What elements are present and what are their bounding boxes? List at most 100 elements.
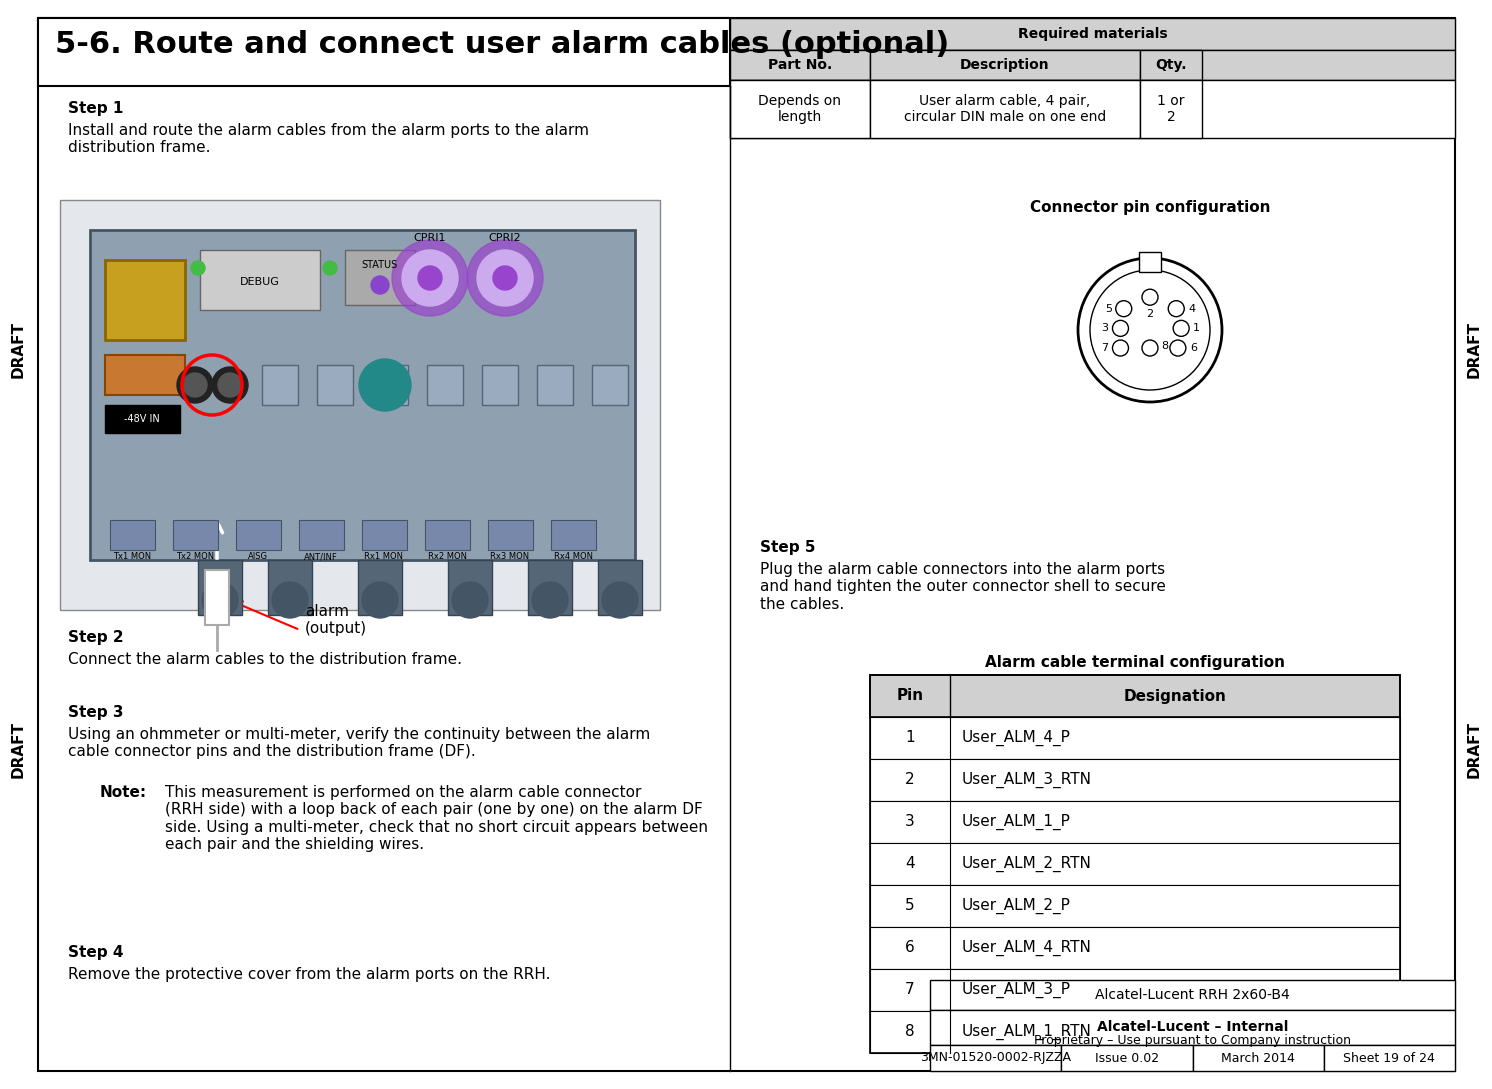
Text: 4: 4 xyxy=(1188,304,1195,314)
Text: 8: 8 xyxy=(906,1025,915,1040)
Circle shape xyxy=(201,582,239,617)
Text: AISG: AISG xyxy=(248,552,269,561)
Text: DRAFT: DRAFT xyxy=(10,722,25,779)
Bar xyxy=(198,560,242,615)
Text: Note:: Note: xyxy=(100,785,148,800)
Text: Step 2: Step 2 xyxy=(69,631,124,645)
Bar xyxy=(316,365,354,405)
Bar xyxy=(298,521,345,550)
Text: 3: 3 xyxy=(906,815,915,830)
Text: Description: Description xyxy=(961,58,1050,72)
Circle shape xyxy=(322,261,337,276)
Text: 6: 6 xyxy=(1191,343,1197,353)
Circle shape xyxy=(212,367,248,403)
Bar xyxy=(425,521,470,550)
Text: Alarm cable terminal configuration: Alarm cable terminal configuration xyxy=(985,654,1285,670)
Text: Alcatel-Lucent – Internal: Alcatel-Lucent – Internal xyxy=(1097,1020,1288,1033)
Bar xyxy=(372,365,407,405)
Text: Plug the alarm cable connectors into the alarm ports
and hand tighten the outer : Plug the alarm cable connectors into the… xyxy=(759,562,1165,612)
Circle shape xyxy=(372,276,389,294)
Bar xyxy=(870,885,1399,927)
Circle shape xyxy=(452,582,488,617)
Bar xyxy=(200,250,319,310)
Bar xyxy=(363,521,407,550)
Text: DEBUG: DEBUG xyxy=(240,277,280,287)
Circle shape xyxy=(178,367,213,403)
Bar xyxy=(60,200,659,610)
Bar xyxy=(263,365,298,405)
Text: 5-6. Route and connect user alarm cables (optional): 5-6. Route and connect user alarm cables… xyxy=(55,30,949,59)
Text: 5: 5 xyxy=(1104,304,1112,314)
Text: User_ALM_4_P: User_ALM_4_P xyxy=(962,730,1071,746)
Text: Rx1 MON: Rx1 MON xyxy=(364,552,403,561)
Circle shape xyxy=(467,240,543,316)
Text: Using an ohmmeter or multi-meter, verify the continuity between the alarm
cable : Using an ohmmeter or multi-meter, verify… xyxy=(69,727,651,759)
Text: Issue 0.02: Issue 0.02 xyxy=(1095,1052,1159,1065)
Text: Step 4: Step 4 xyxy=(69,945,124,960)
Circle shape xyxy=(272,582,307,617)
Bar xyxy=(488,521,533,550)
Text: Designation: Designation xyxy=(1123,688,1226,703)
Text: Sheet 19 of 24: Sheet 19 of 24 xyxy=(1343,1052,1435,1065)
Text: March 2014: March 2014 xyxy=(1220,1052,1295,1065)
Bar xyxy=(730,19,1455,50)
Bar xyxy=(930,1045,1061,1070)
Circle shape xyxy=(363,582,398,617)
Bar xyxy=(1140,50,1203,79)
Bar xyxy=(448,560,492,615)
Text: User_ALM_1_RTN: User_ALM_1_RTN xyxy=(962,1024,1092,1040)
Bar xyxy=(427,365,463,405)
Circle shape xyxy=(392,240,468,316)
Text: Part No.: Part No. xyxy=(768,58,833,72)
Bar xyxy=(528,560,571,615)
Text: 2: 2 xyxy=(906,772,915,787)
Text: Step 3: Step 3 xyxy=(69,705,124,720)
Bar xyxy=(870,675,1399,1053)
Text: User_ALM_1_P: User_ALM_1_P xyxy=(962,813,1071,830)
Text: 4: 4 xyxy=(906,857,915,871)
Text: Tx1 MON: Tx1 MON xyxy=(113,552,151,561)
Bar xyxy=(1061,1045,1192,1070)
Text: Step 5: Step 5 xyxy=(759,540,816,555)
Text: 3: 3 xyxy=(1101,323,1109,333)
Bar xyxy=(104,260,185,340)
Text: User_ALM_3_P: User_ALM_3_P xyxy=(962,982,1071,999)
Circle shape xyxy=(418,266,442,290)
Text: 6: 6 xyxy=(906,941,915,955)
Text: 7: 7 xyxy=(906,982,915,998)
Bar xyxy=(730,50,1455,79)
Bar xyxy=(870,50,1140,79)
Bar xyxy=(173,521,218,550)
Text: Proprietary – Use pursuant to Company instruction: Proprietary – Use pursuant to Company in… xyxy=(1034,1033,1350,1047)
Text: Step 1: Step 1 xyxy=(69,101,124,117)
Text: 3MN-01520-0002-RJZZA: 3MN-01520-0002-RJZZA xyxy=(921,1052,1071,1065)
Text: CPRI1: CPRI1 xyxy=(413,233,446,243)
Circle shape xyxy=(184,374,207,397)
Bar xyxy=(1138,252,1161,272)
Text: alarm
(output): alarm (output) xyxy=(304,603,367,636)
Bar xyxy=(37,19,730,86)
Text: User_ALM_2_P: User_ALM_2_P xyxy=(962,898,1071,914)
Bar xyxy=(930,980,1455,1010)
Text: User alarm cable, 4 pair,
circular DIN male on one end: User alarm cable, 4 pair, circular DIN m… xyxy=(904,94,1106,124)
Bar xyxy=(870,79,1140,138)
Text: DRAFT: DRAFT xyxy=(1467,722,1482,779)
Bar xyxy=(1323,1045,1455,1070)
Text: 2: 2 xyxy=(1146,309,1153,319)
Bar xyxy=(104,405,181,433)
Bar xyxy=(870,675,1399,717)
Bar xyxy=(870,1011,1399,1053)
Bar xyxy=(730,79,1455,138)
Bar xyxy=(269,560,312,615)
Bar xyxy=(104,355,185,395)
Text: DRAFT: DRAFT xyxy=(10,321,25,379)
Bar xyxy=(90,230,636,560)
Text: 8: 8 xyxy=(1161,341,1168,351)
Bar xyxy=(730,79,870,138)
Bar xyxy=(1140,79,1203,138)
Text: STATUS: STATUS xyxy=(363,260,398,270)
Text: Connector pin configuration: Connector pin configuration xyxy=(1029,200,1270,215)
Bar xyxy=(236,521,280,550)
Bar xyxy=(870,717,1399,759)
Bar xyxy=(930,1010,1455,1045)
